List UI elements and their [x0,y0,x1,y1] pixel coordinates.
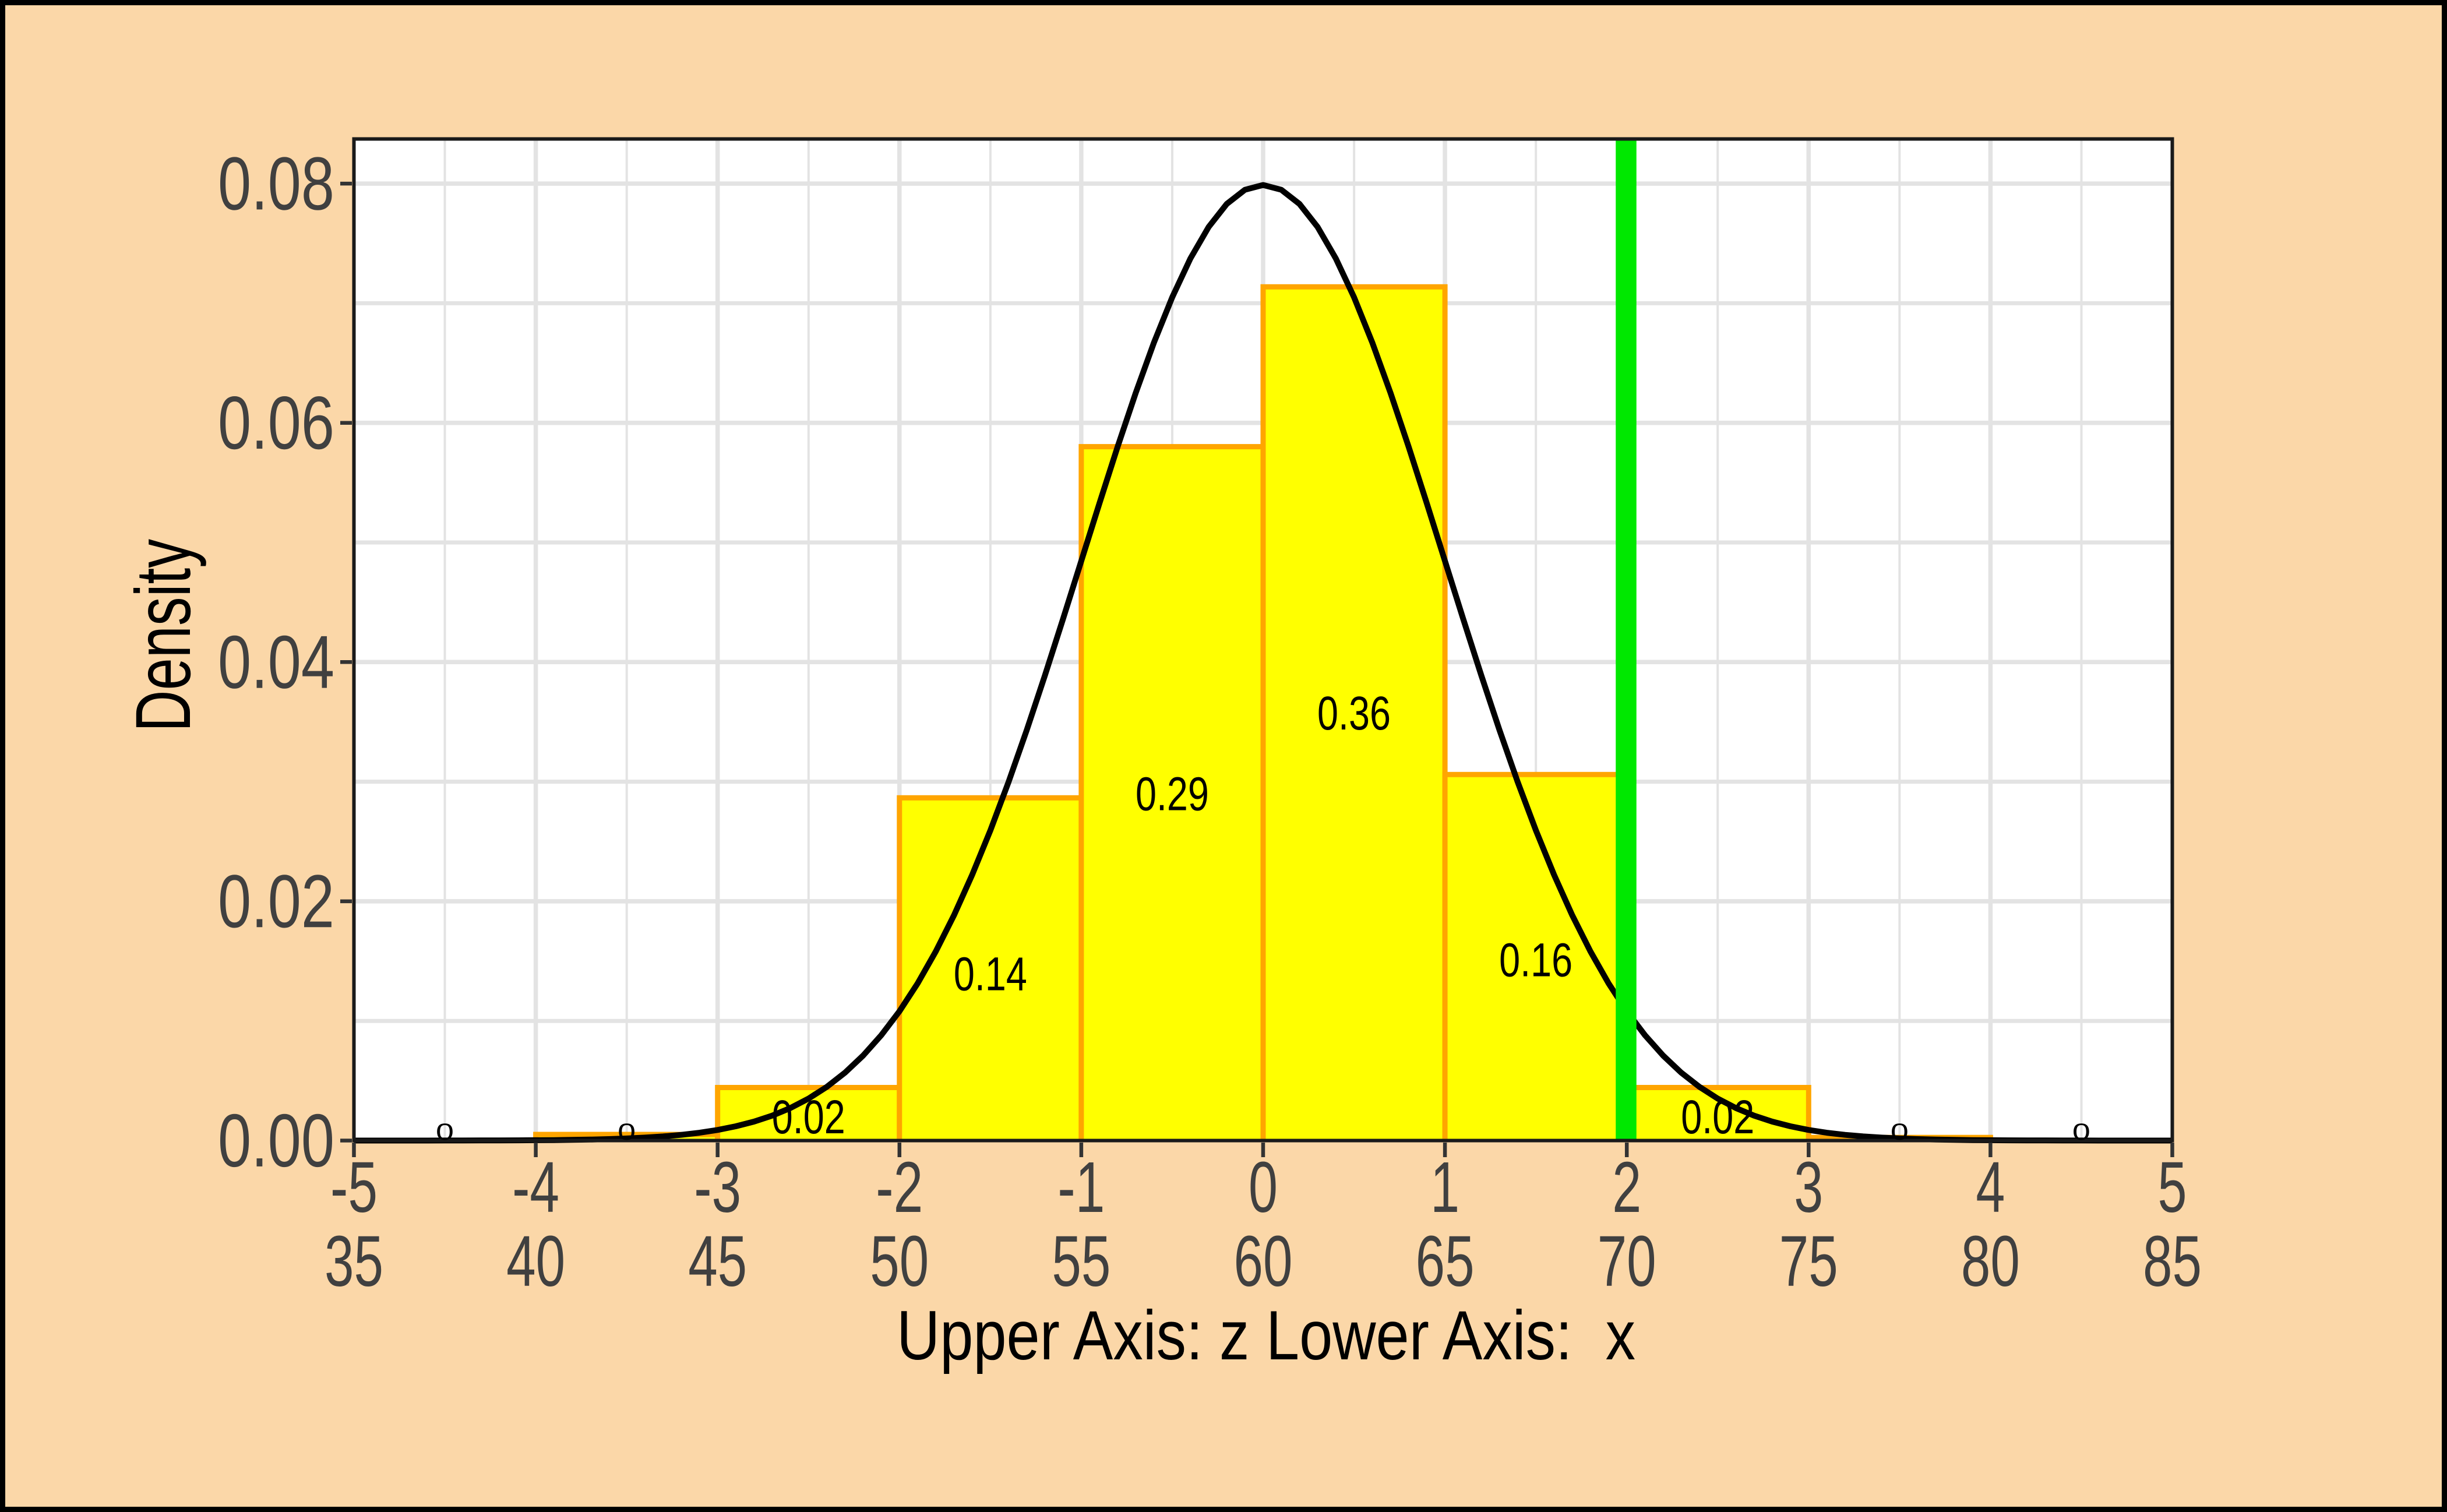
svg-text:-1: -1 [1057,1148,1105,1228]
svg-text:0: 0 [2072,1119,2090,1145]
svg-text:3: 3 [1794,1148,1823,1228]
svg-text:0.04: 0.04 [218,621,334,704]
svg-text:-2: -2 [876,1148,923,1228]
svg-text:60: 60 [1234,1222,1293,1302]
svg-text:4: 4 [1976,1148,2005,1228]
svg-text:0: 0 [436,1119,454,1145]
svg-text:Density: Density [120,539,207,732]
svg-text:70: 70 [1598,1222,1656,1302]
svg-text:45: 45 [688,1222,747,1302]
svg-text:0.29: 0.29 [1136,767,1209,820]
svg-text:0.02: 0.02 [1681,1091,1754,1144]
svg-text:0.00: 0.00 [218,1099,334,1183]
svg-text:0: 0 [618,1119,636,1145]
svg-text:0.08: 0.08 [218,142,334,225]
svg-text:Upper Axis: z Lower Axis: x: Upper Axis: z Lower Axis: x [897,1296,1635,1374]
svg-text:0.02: 0.02 [218,859,334,943]
svg-text:-5: -5 [330,1148,378,1228]
svg-text:0.02: 0.02 [772,1091,845,1144]
svg-text:5: 5 [2158,1148,2187,1228]
svg-text:80: 80 [1961,1222,2020,1302]
svg-text:50: 50 [870,1222,929,1302]
svg-text:0.14: 0.14 [954,948,1027,1001]
svg-text:2: 2 [1612,1148,1641,1228]
svg-text:1: 1 [1430,1148,1459,1228]
svg-text:0.36: 0.36 [1317,687,1391,740]
svg-text:-3: -3 [694,1148,741,1228]
svg-text:0.06: 0.06 [218,381,334,465]
svg-text:0.16: 0.16 [1499,934,1572,987]
svg-text:65: 65 [1416,1222,1475,1302]
svg-text:40: 40 [506,1222,565,1302]
svg-text:85: 85 [2143,1222,2202,1302]
svg-text:0: 0 [1891,1119,1909,1145]
svg-text:35: 35 [325,1222,383,1302]
svg-text:55: 55 [1052,1222,1110,1302]
svg-text:0: 0 [1249,1148,1278,1228]
svg-text:75: 75 [1779,1222,1838,1302]
svg-text:-4: -4 [512,1148,559,1228]
